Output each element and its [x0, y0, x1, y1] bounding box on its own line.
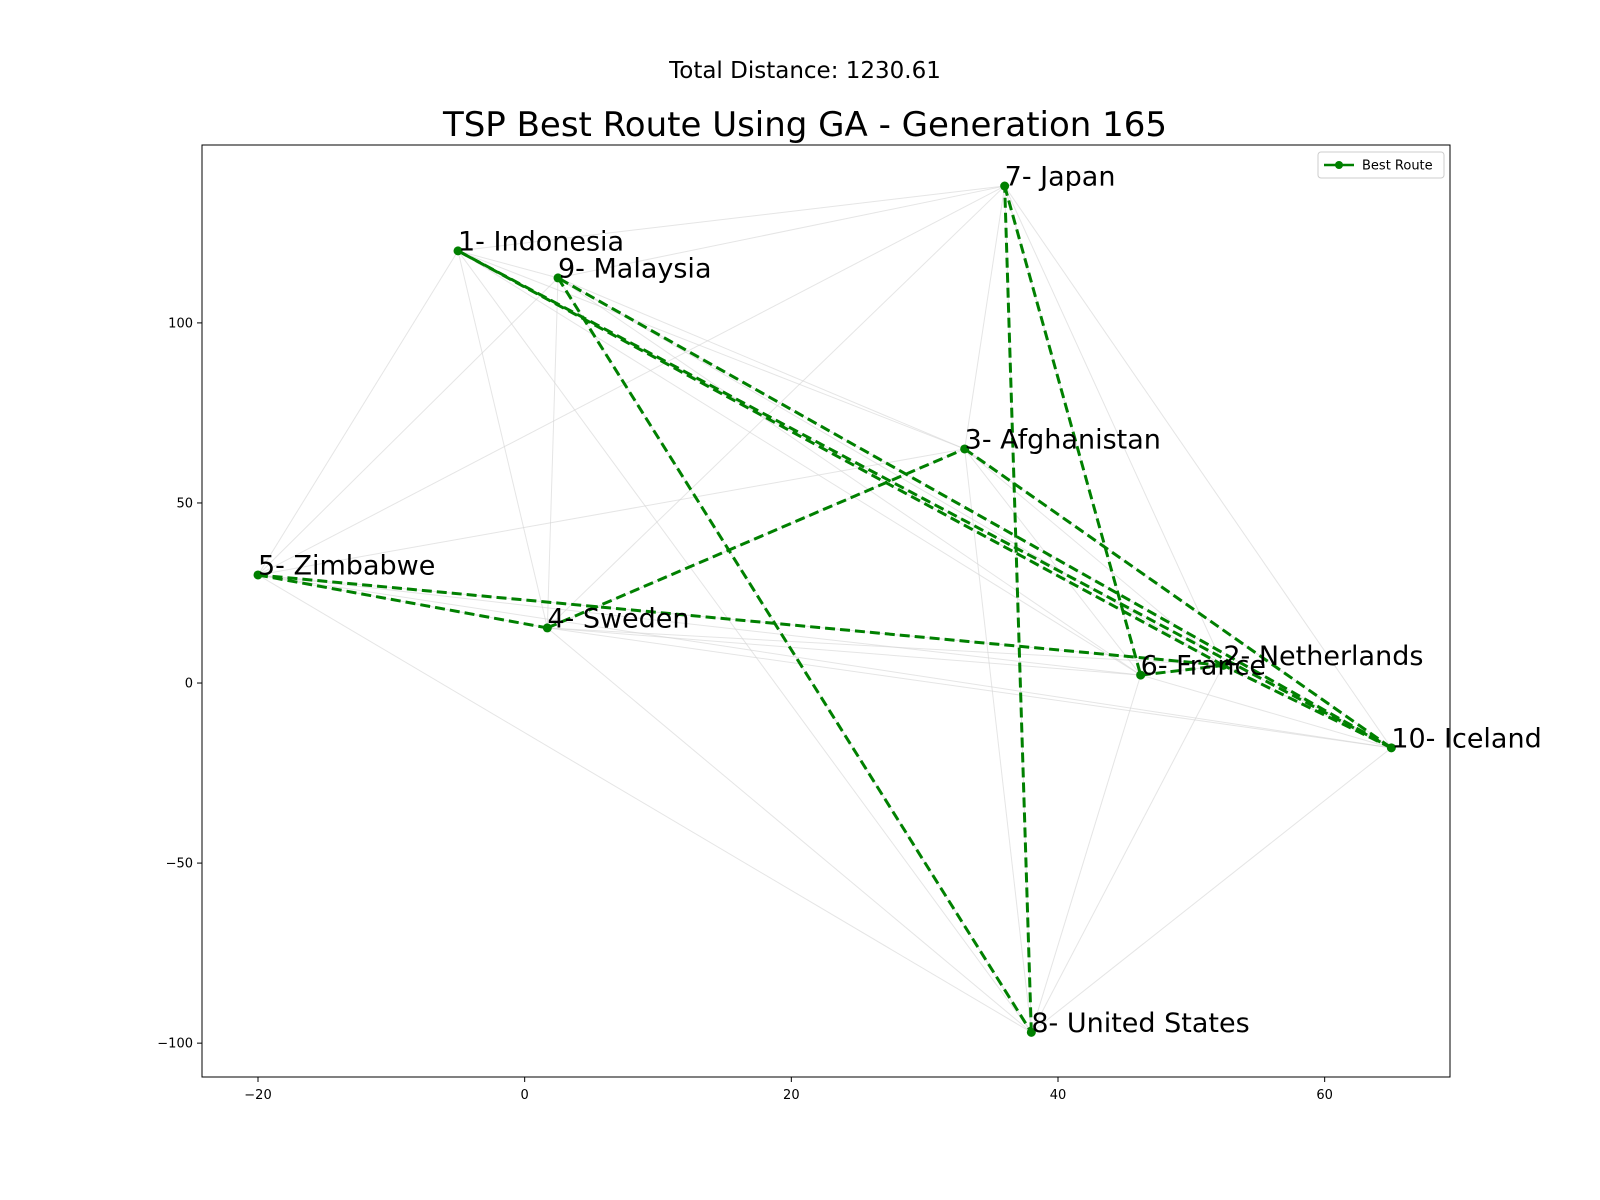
city-point	[1136, 670, 1146, 680]
city-label: 3- Afghanistan	[965, 424, 1161, 455]
background-edge	[457, 250, 1141, 676]
city-point	[253, 570, 263, 580]
legend: Best Route	[1317, 151, 1445, 179]
x-tick-label: 60	[1316, 1088, 1333, 1103]
route-segment	[1003, 185, 1143, 676]
background-edge	[964, 448, 1032, 1033]
x-tick-label: 20	[783, 1088, 800, 1103]
background-edge	[557, 185, 1005, 279]
background-edge	[457, 250, 559, 279]
background-edge	[257, 250, 459, 576]
background-edge	[547, 627, 1392, 749]
background-edge	[1140, 674, 1392, 749]
route-segment	[556, 277, 1033, 1034]
background-edge	[457, 250, 548, 629]
city-point	[960, 444, 970, 454]
y-tick-label: 0	[185, 677, 193, 692]
route-lines	[257, 185, 1393, 1034]
city-label: 4- Sweden	[547, 603, 689, 634]
background-edge	[557, 277, 1141, 676]
background-edge	[1030, 674, 1142, 1033]
background-edge	[257, 277, 559, 576]
background-edge	[964, 448, 1142, 676]
route-segment	[1222, 664, 1392, 750]
background-edge	[964, 185, 1006, 450]
city-point	[1000, 181, 1010, 191]
city-label: 7- Japan	[1005, 162, 1116, 193]
route-segment	[963, 447, 1393, 750]
y-axis-ticks: −100 −50 0 50 100	[157, 316, 202, 1052]
city-label: 2- Netherlands	[1223, 641, 1423, 672]
x-tick-label: 0	[521, 1088, 529, 1103]
route-segment	[1140, 663, 1224, 677]
background-edge	[457, 250, 965, 450]
city-point	[542, 623, 552, 633]
background-edge	[257, 574, 1032, 1033]
city-label: 6- France	[1141, 651, 1266, 682]
background-edge	[257, 574, 1392, 749]
background-edge	[547, 627, 1141, 676]
plot-frame	[201, 144, 1451, 1078]
background-edge	[557, 277, 965, 450]
plot-area	[202, 145, 1450, 1077]
background-edge	[546, 277, 559, 628]
legend-label-best-route: Best Route	[1362, 159, 1433, 174]
city-point	[553, 273, 563, 283]
background-edge	[1031, 747, 1392, 1033]
route-segment	[1003, 186, 1033, 1033]
route-points	[253, 181, 1396, 1037]
y-tick-label: 50	[176, 496, 193, 511]
total-distance-suptitle: Total Distance: 1230.61	[668, 58, 941, 84]
x-axis-ticks: −20 0 20 40 60	[244, 1077, 1333, 1103]
background-edge	[457, 250, 1032, 1033]
x-tick-label: 40	[1050, 1088, 1067, 1103]
route-segment	[546, 447, 966, 630]
background-edge	[257, 448, 965, 576]
city-point	[453, 246, 463, 256]
route-segment	[457, 249, 1225, 667]
city-point	[1026, 1027, 1036, 1037]
background-edge	[547, 627, 1032, 1033]
route-segment	[457, 249, 1393, 750]
background-edge	[1004, 185, 1224, 666]
city-point	[1386, 743, 1396, 753]
background-edge	[457, 185, 1005, 252]
background-edge	[257, 185, 1005, 576]
city-label: 5- Zimbabwe	[258, 550, 435, 581]
route-segment	[257, 573, 548, 630]
y-tick-label: 100	[168, 316, 193, 331]
city-label: 8- United States	[1031, 1008, 1249, 1039]
x-tick-label: −20	[244, 1088, 271, 1103]
legend-marker-swatch	[1335, 161, 1343, 169]
city-labels: 1- Indonesia 2- Netherlands 3- Afghanistan…	[258, 162, 1542, 1039]
city-point	[1218, 660, 1228, 670]
route-segment	[557, 276, 1393, 750]
city-label: 1- Indonesia	[458, 226, 624, 257]
background-edge	[546, 185, 1006, 629]
legend-box	[1317, 151, 1445, 179]
chart-title: TSP Best Route Using GA - Generation 165	[442, 105, 1167, 145]
background-edge	[1030, 665, 1224, 1033]
city-label: 10- Iceland	[1391, 723, 1541, 754]
background-edge	[1004, 185, 1392, 749]
city-label: 9- Malaysia	[558, 253, 711, 284]
background-edge	[257, 574, 1141, 676]
y-tick-label: −100	[157, 1037, 193, 1052]
y-tick-label: −50	[166, 857, 193, 872]
route-segment	[257, 573, 1224, 667]
background-edge	[547, 627, 1224, 666]
